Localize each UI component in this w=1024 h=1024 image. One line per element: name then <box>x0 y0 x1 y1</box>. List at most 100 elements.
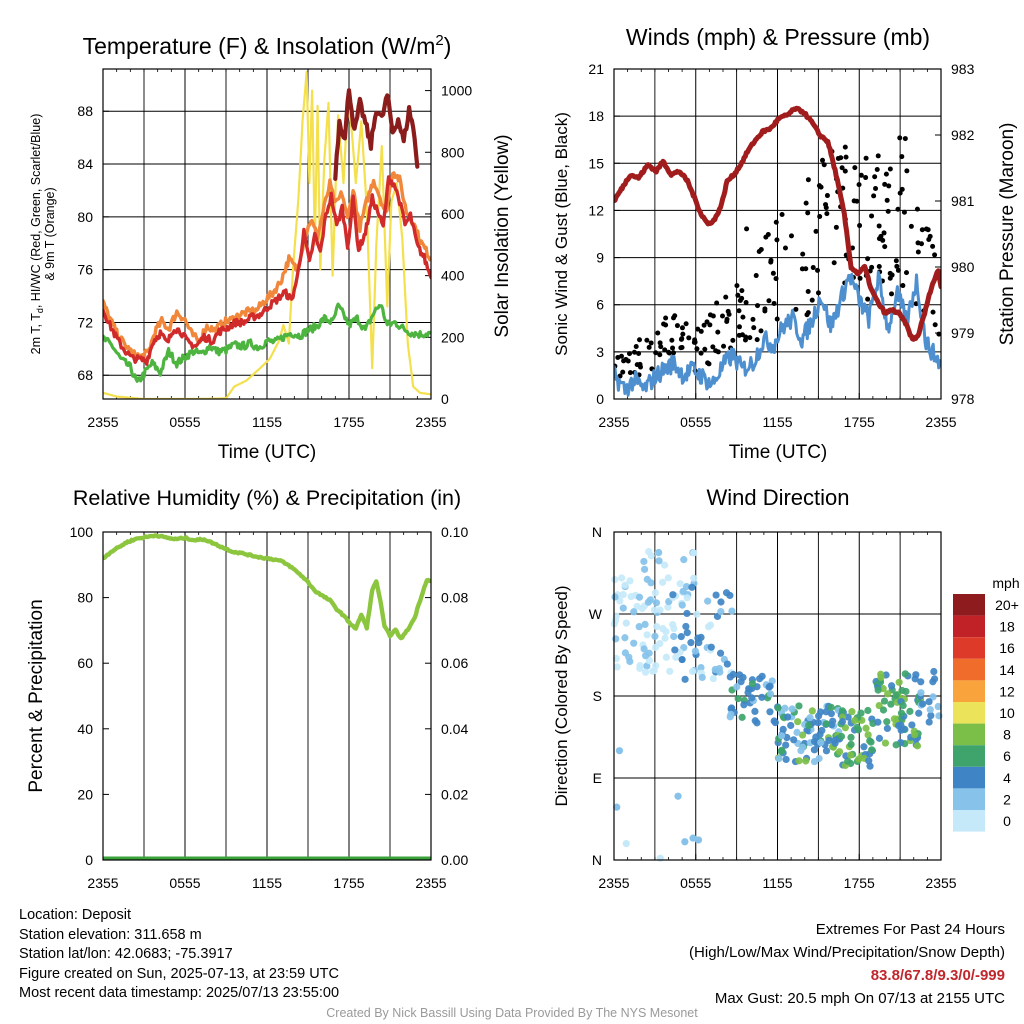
direction-point <box>672 653 680 661</box>
gust-point <box>723 294 729 300</box>
gust-point <box>857 223 863 229</box>
gust-point <box>926 237 932 243</box>
gust-point <box>881 230 887 236</box>
gust-point <box>865 256 871 262</box>
y-tick-label: 0 <box>85 852 93 868</box>
gust-point <box>872 174 878 180</box>
direction-point <box>887 700 895 708</box>
direction-point <box>875 701 883 710</box>
temperature-ylabel: 2m T, Td, HI/WC (Red, Green, Scarlet/Blu… <box>29 114 45 355</box>
direction-point <box>652 599 661 607</box>
direction-point <box>883 718 891 726</box>
gust-point <box>644 337 650 343</box>
direction-point <box>611 576 619 584</box>
x-tick-label: 2355 <box>925 414 956 430</box>
y2-tick-label: 0.02 <box>441 786 468 802</box>
legend-swatch <box>953 615 985 638</box>
direction-point <box>691 647 699 655</box>
gust-point <box>669 337 675 343</box>
gust-point <box>657 352 663 358</box>
direction-point <box>716 649 725 657</box>
direction-point <box>751 707 759 715</box>
direction-point <box>616 597 624 605</box>
direction-point <box>864 731 872 739</box>
gust-point <box>725 308 731 314</box>
direction-point <box>621 634 629 642</box>
direction-point <box>917 689 925 697</box>
direction-point <box>726 713 734 721</box>
y-tick-label: 3 <box>596 344 604 360</box>
gust-point <box>758 246 764 252</box>
direction-point <box>822 747 831 755</box>
gust-point <box>799 266 805 272</box>
direction-point <box>734 695 742 703</box>
direction-point <box>925 698 933 706</box>
y-tick-label: 20 <box>77 786 93 802</box>
plot-frame <box>613 68 942 400</box>
series-line-1 <box>103 302 431 383</box>
direction-point <box>647 552 655 560</box>
gust-point <box>720 313 726 319</box>
direction-point <box>622 840 630 848</box>
gust-point <box>765 231 771 237</box>
gust-point <box>843 154 849 160</box>
direction-point <box>838 707 846 715</box>
gust-point <box>747 335 753 341</box>
direction-point <box>659 625 667 633</box>
direction-point <box>683 609 691 618</box>
direction-point <box>704 623 713 631</box>
direction-point <box>618 574 626 582</box>
direction-point <box>868 746 876 754</box>
direction-point <box>650 606 658 614</box>
legend-swatch <box>953 594 985 616</box>
y2-tick-label: 600 <box>441 206 465 222</box>
direction-point <box>666 667 674 675</box>
direction-point <box>788 705 796 713</box>
direction-point <box>659 578 667 586</box>
y-tick-label: 80 <box>77 590 93 606</box>
gust-point <box>704 319 710 325</box>
y2-tick-label: 981 <box>951 193 975 209</box>
y-tick-label: 100 <box>70 524 94 540</box>
direction-point <box>613 803 621 811</box>
direction-point <box>636 662 644 670</box>
direction-point <box>777 747 785 755</box>
direction-point <box>862 724 870 732</box>
legend-label: 16 <box>999 640 1015 656</box>
direction-point <box>630 608 638 616</box>
direction-point <box>766 690 775 698</box>
direction-point <box>892 691 900 699</box>
direction-point <box>847 733 855 742</box>
gust-point <box>755 303 761 309</box>
direction-point <box>678 601 686 609</box>
gust-point <box>902 136 908 142</box>
speed-colorbar: mph 20+ 18 16 14 12 10 8 6 4 2 0 <box>953 575 1020 832</box>
legend-label: 10 <box>999 705 1015 721</box>
humidity-ylabel: Percent & Precipitation <box>26 599 47 792</box>
direction-point <box>647 579 655 587</box>
direction-point <box>770 717 778 725</box>
gust-point <box>740 314 746 320</box>
direction-point <box>797 747 805 755</box>
direction-point <box>902 687 910 696</box>
direction-point <box>738 713 746 721</box>
gust-point <box>897 190 903 196</box>
direction-point <box>930 667 938 676</box>
x-tick-label: 2355 <box>598 414 629 430</box>
direction-tick-label: E <box>593 770 602 786</box>
direction-point <box>793 728 801 736</box>
direction-point <box>662 653 670 661</box>
direction-point <box>612 635 620 643</box>
direction-point <box>677 633 685 641</box>
gust-point <box>824 193 830 199</box>
direction-point <box>712 591 720 599</box>
direction-point <box>671 646 679 654</box>
direction-point <box>775 755 783 763</box>
winds-panel: Winds (mph) & Pressure (mb) 2355 0555 1155… <box>552 24 1018 463</box>
gust-point <box>857 275 863 281</box>
direction-point <box>927 711 935 720</box>
direction-point <box>681 838 689 846</box>
direction-point <box>640 557 648 566</box>
gust-point <box>714 300 720 306</box>
